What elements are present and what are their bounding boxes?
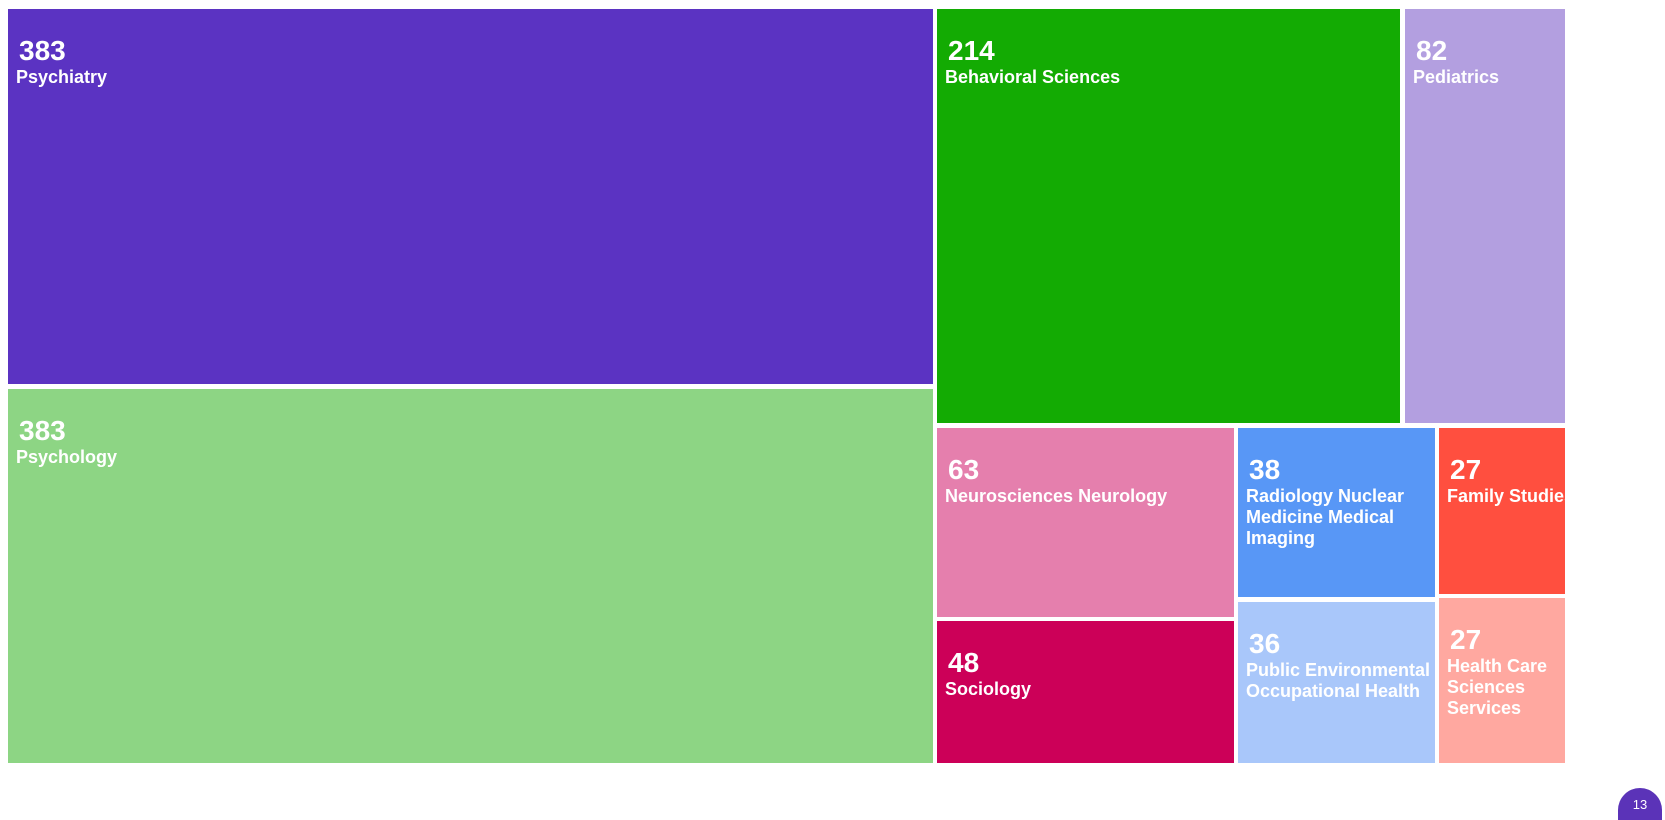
treemap-cell-label: Psychology xyxy=(16,447,118,467)
treemap-cell-label: Psychiatry xyxy=(16,67,108,87)
treemap-cell-value: 63 xyxy=(948,454,980,485)
treemap-cell[interactable]: 38 Radiology Nuclear Medicine Medical Ima… xyxy=(1238,428,1435,597)
treemap-cell[interactable]: 36 Public Environmental Occupational Heal… xyxy=(1238,602,1435,763)
treemap-cell-value: 48 xyxy=(948,647,980,678)
treemap-cell-value: 36 xyxy=(1249,628,1281,659)
treemap-cell[interactable]: 383 Psychiatry xyxy=(8,9,933,384)
treemap-cell-label: Public Environmental Occupational Health xyxy=(1246,660,1431,701)
treemap-cell[interactable]: 82 Pediatrics xyxy=(1405,9,1565,423)
treemap-cell[interactable]: 214 Behavioral Sciences xyxy=(937,9,1400,423)
treemap-cell-value: 82 xyxy=(1416,35,1448,66)
treemap-cell-value: 27 xyxy=(1450,624,1482,655)
treemap-cell[interactable]: 383 Psychology xyxy=(8,389,933,763)
treemap-cell-label: Family Studies xyxy=(1447,486,1565,506)
treemap-cell[interactable]: 63 Neurosciences Neurology xyxy=(937,428,1234,617)
treemap-cell-label: Health Care Sciences Services xyxy=(1447,656,1548,718)
treemap-cell[interactable]: 27 Health Care Sciences Services xyxy=(1439,598,1565,763)
treemap-cell-label: Neurosciences Neurology xyxy=(945,486,1168,506)
treemap-cell-value: 38 xyxy=(1249,454,1281,485)
treemap-cell[interactable]: 48 Sociology xyxy=(937,621,1234,763)
treemap-cell-value: 27 xyxy=(1450,454,1482,485)
treemap-cell[interactable]: 27 Family Studies xyxy=(1439,428,1565,594)
treemap-cell-label: Sociology xyxy=(945,679,1032,699)
treemap-cell-label: Radiology Nuclear Medicine Medical Imagi… xyxy=(1246,486,1405,548)
treemap-cell-value: 383 xyxy=(19,415,66,446)
treemap-cell-value: 383 xyxy=(19,35,66,66)
treemap-cell-label: Pediatrics xyxy=(1413,67,1500,87)
treemap-cell-value: 214 xyxy=(948,35,995,66)
treemap-cell-label: Behavioral Sciences xyxy=(945,67,1121,87)
